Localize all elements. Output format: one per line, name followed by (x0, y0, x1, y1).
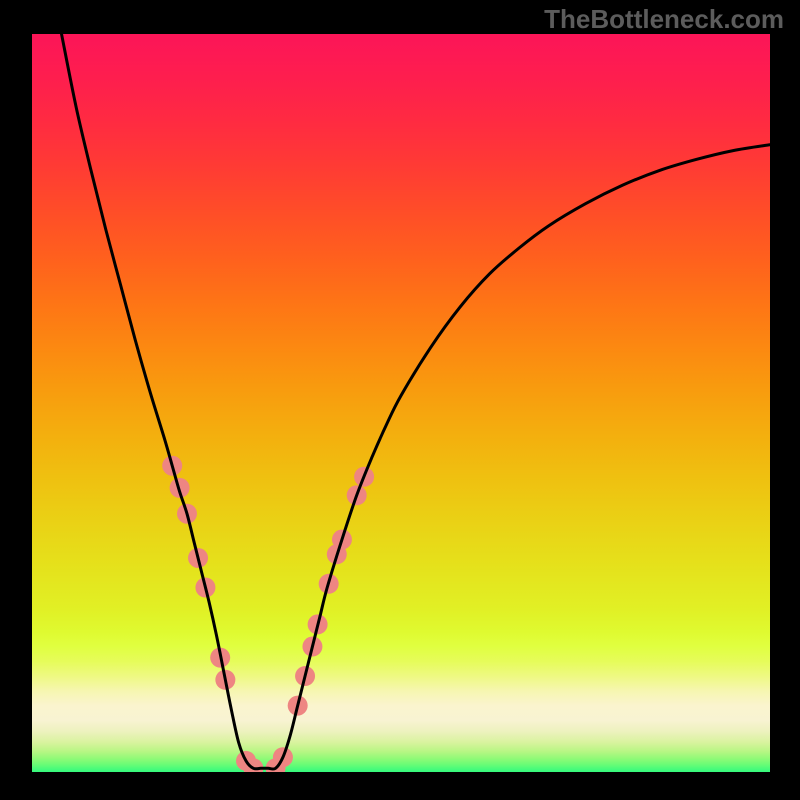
bottleneck-curve-chart (32, 34, 770, 772)
plot-container (32, 34, 770, 772)
gradient-background (32, 34, 770, 772)
figure-root: TheBottleneck.com (0, 0, 800, 800)
watermark-label: TheBottleneck.com (544, 4, 784, 35)
